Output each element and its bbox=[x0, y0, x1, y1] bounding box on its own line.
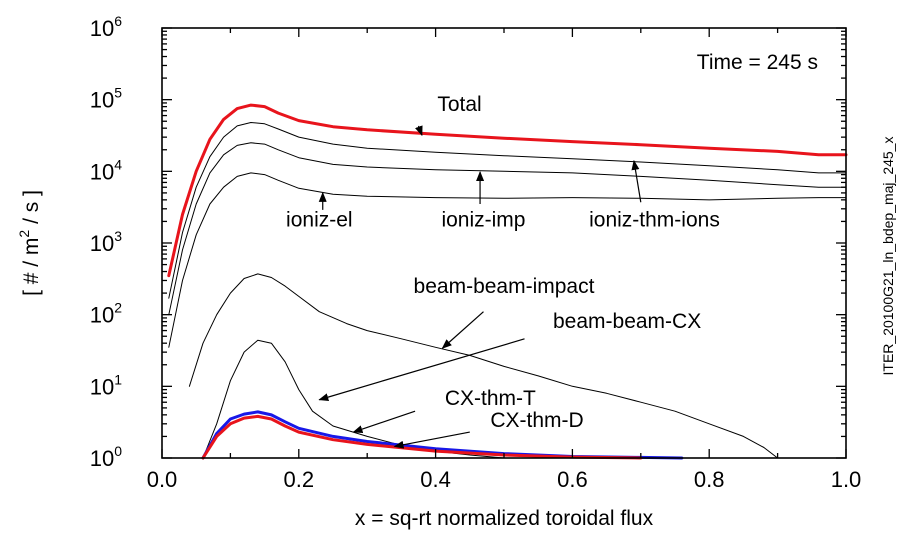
label-cx-thm-t: CX-thm-T bbox=[445, 387, 536, 410]
side-label: ITER_20100G21_ln_bdep_maj_245_x bbox=[880, 137, 896, 376]
series-line-4 bbox=[168, 172, 847, 348]
label-beam-beam-CX-arrow bbox=[318, 338, 525, 402]
x-axis-label: x = sq-rt normalized toroidal flux bbox=[355, 507, 654, 530]
x-tick-label: 0.4 bbox=[420, 467, 451, 492]
y-axis-label-exp: 2 bbox=[16, 230, 32, 238]
series-line-5 bbox=[188, 273, 779, 459]
y-axis-label-open: [ # / m bbox=[20, 238, 43, 296]
x-ticks: 0.0 0.2 0.4 0.6 0.8 1.0 bbox=[147, 28, 862, 492]
label-total: Total bbox=[437, 93, 481, 116]
series-line-2 bbox=[168, 122, 847, 299]
series-line-3 bbox=[168, 142, 847, 316]
y-tick-label: 105 bbox=[90, 85, 122, 113]
label-cx-thm-d-arrow bbox=[393, 431, 470, 449]
label-beam-beam-impact: beam-beam-impact bbox=[414, 275, 595, 298]
x-tick-label: 0.2 bbox=[284, 467, 315, 492]
y-axis-label-close: / s ] bbox=[20, 190, 43, 230]
label-ioniz-el: ioniz-el bbox=[286, 208, 353, 231]
label-total-arrow bbox=[415, 125, 423, 137]
series-line-1 bbox=[167, 103, 848, 278]
label-beam-beam-impact-arrow bbox=[441, 311, 484, 349]
y-tick-label: 102 bbox=[90, 300, 122, 328]
x-tick-label: 0.0 bbox=[147, 467, 178, 492]
x-tick-label: 0.6 bbox=[557, 467, 588, 492]
y-tick-label: 106 bbox=[90, 13, 122, 41]
y-ticks: 100 101 102 103 104 105 106 bbox=[90, 13, 846, 471]
annotation-layer: Total ioniz-el ioniz-imp ioniz-thm-ions beam… bbox=[286, 93, 720, 449]
y-tick-label: 100 bbox=[90, 443, 122, 471]
series-layer bbox=[167, 103, 848, 460]
label-ioniz-thm-ions-arrow bbox=[631, 159, 642, 203]
x-tick-label: 1.0 bbox=[831, 467, 862, 492]
label-beam-beam-CX: beam-beam-CX bbox=[553, 310, 701, 333]
label-ioniz-imp: ioniz-imp bbox=[441, 208, 525, 231]
y-tick-label: 103 bbox=[90, 228, 122, 256]
label-cx-thm-t-arrow bbox=[352, 410, 416, 433]
y-axis-label: [ # / m2 / s ] bbox=[16, 190, 43, 296]
label-cx-thm-d: CX-thm-D bbox=[490, 409, 583, 432]
y-tick-label: 104 bbox=[90, 156, 122, 184]
time-annotation: Time = 245 s bbox=[697, 51, 818, 74]
label-ioniz-thm-ions: ioniz-thm-ions bbox=[589, 208, 720, 231]
y-tick-label: 101 bbox=[90, 371, 122, 399]
x-tick-label: 0.8 bbox=[694, 467, 725, 492]
series-line-8 bbox=[201, 414, 643, 460]
